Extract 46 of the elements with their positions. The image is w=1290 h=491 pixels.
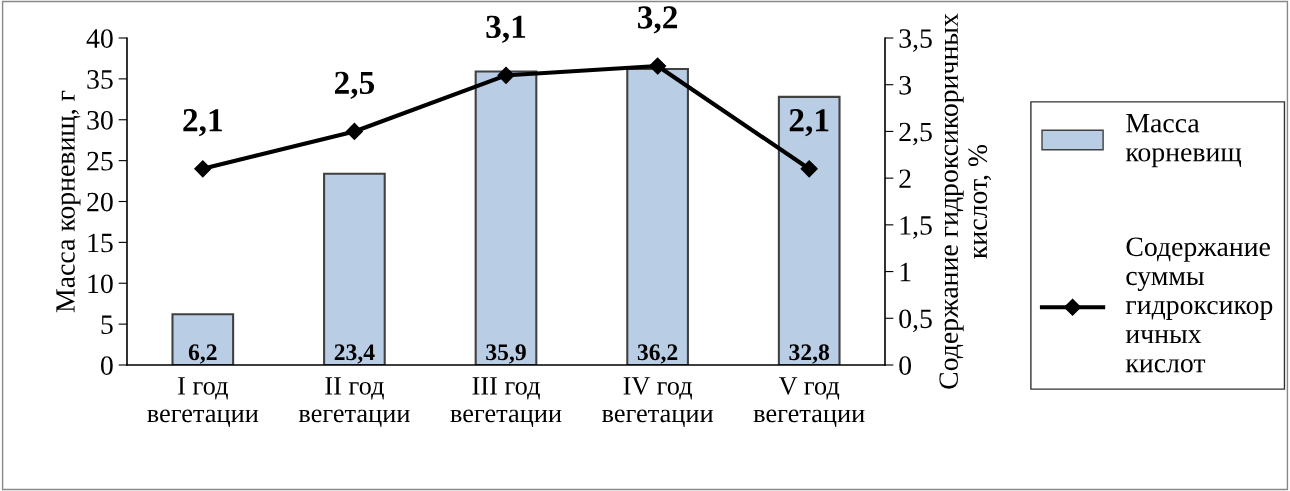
y2-tick-label: 1: [900, 262, 911, 282]
y2-axis-title: Содержание гидроксикоричных кислот, %: [939, 13, 992, 389]
x-tick-label: I год вегетации: [147, 377, 259, 428]
data-label: 36,2: [637, 344, 678, 364]
legend-label: Содержание суммы гидроксикоричных кислот: [1125, 237, 1273, 373]
bar: [171, 313, 235, 365]
data-label: 2,1: [183, 109, 222, 137]
y-tick-label: 35: [87, 70, 113, 89]
point: [345, 122, 363, 140]
bar: [777, 95, 841, 365]
y2-tick-label: 2,5: [899, 122, 932, 146]
y2-tick-label: 2: [899, 169, 911, 188]
legend-label: Масса корневищ: [1125, 114, 1242, 168]
data-label: 3,2: [638, 6, 677, 34]
data-label: 35,9: [486, 344, 526, 364]
y2-tick-label: 3: [899, 75, 911, 95]
y-tick-label: 40: [86, 29, 113, 48]
data-label: 32,8: [789, 344, 830, 364]
point: [497, 66, 515, 84]
y-tick-label: 0: [100, 356, 113, 375]
bar: [474, 70, 538, 365]
point: [194, 160, 212, 178]
data-label: 6,2: [188, 344, 217, 364]
data-label: 23,4: [334, 344, 375, 364]
point: [649, 57, 667, 75]
y-tick-label: 10: [88, 274, 113, 294]
y-tick-label: 20: [87, 192, 113, 212]
point: [800, 160, 818, 178]
y2-tick-label: 1,5: [900, 216, 932, 239]
x-tick-label: II год вегетации: [298, 377, 410, 428]
y-tick-label: 5: [101, 315, 113, 335]
bar: [323, 172, 386, 365]
y-tick-label: 30: [87, 110, 113, 130]
data-label: 2,1: [789, 109, 829, 137]
x-tick-label: V год вегетации: [753, 377, 865, 428]
y-tick-label: 25: [87, 151, 113, 171]
y-tick-label: 15: [88, 233, 113, 253]
x-tick-label: III год вегетации: [450, 377, 562, 428]
y2-tick-label: 0: [899, 356, 912, 375]
bar: [626, 68, 689, 365]
y2-tick-label: 3,5: [899, 29, 932, 52]
y2-tick-label: 0,5: [899, 309, 932, 333]
data-label: 3,1: [486, 15, 526, 43]
data-label: 2,5: [334, 71, 375, 99]
y-axis-title: Масса корневищ, г: [56, 90, 81, 313]
x-tick-label: IV год вегетации: [602, 377, 714, 428]
